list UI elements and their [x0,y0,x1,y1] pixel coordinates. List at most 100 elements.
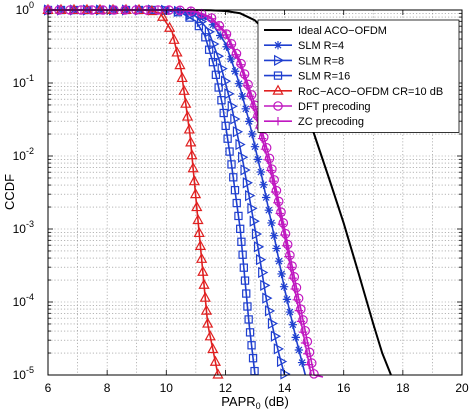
marker-circle [309,369,319,379]
marker-circle [264,153,275,164]
marker-plus [197,10,206,19]
y-tick-label: 10-2 [13,146,34,163]
marker-circle [304,347,315,358]
y-tick-base: 10 [13,222,27,236]
marker-circle [296,304,306,314]
marker-plus [263,155,272,164]
marker-triangle-up [212,368,224,379]
marker-square [201,33,210,42]
marker-triangle-right [260,279,271,291]
marker-star [272,244,281,253]
y-tick-exponent: 0 [29,0,34,10]
marker-square [248,354,258,363]
marker-square [217,96,226,105]
x-tick-labels: 6 8 10 12 14 16 18 20 [45,381,469,395]
legend-entry: ZC precoding [264,116,364,128]
marker-circle [302,336,313,347]
marker-triangle-right [270,330,282,342]
marker-square [219,108,228,118]
y-tick-label: 10-3 [13,219,34,236]
marker-triangle-right [227,100,238,112]
marker-triangle-up [180,97,192,108]
marker-plus [268,177,277,186]
legend-entry: SLM R=8 [264,54,344,67]
marker-square [230,186,240,195]
marker-square [204,45,214,54]
marker-square [225,147,234,156]
marker-star [277,269,286,279]
marker-square [214,83,223,92]
marker-circle [261,142,272,153]
marker-star [294,345,304,355]
marker-triangle-right [204,26,216,38]
marker-square [245,328,255,337]
marker-plus [302,349,312,359]
marker-triangle-right [230,113,241,125]
marker-star [222,42,231,51]
marker-triangle-right [224,88,235,100]
marker-square [243,302,252,311]
marker-triangle-up [168,33,180,44]
y-tick-exponent: -3 [26,219,34,229]
marker-triangle-up [191,200,203,212]
marker-square [221,121,230,131]
legend-label: SLM R=16 [298,71,350,83]
x-tick-label: 10 [160,381,174,395]
marker-triangle-right [264,305,276,317]
legend-label: DFT precoding [298,101,371,113]
x-tick-label: 12 [219,381,233,395]
marker-star [250,142,260,151]
marker-plus [286,263,295,272]
marker-plus [304,360,314,369]
marker-star [247,129,257,139]
marker-triangle-up [194,239,207,250]
marker-star [253,155,263,164]
x-axis-label: PAPR0 (dB) [221,394,289,411]
y-tick-label: 10-5 [13,365,34,382]
y-tick-label: 10-4 [13,292,34,309]
marker-plus [298,328,308,337]
marker-plus [214,22,224,31]
legend-entry: RoC−ACO−OFDM CR=10 dB [264,84,443,98]
marker-star [267,218,276,228]
marker-plus [236,60,245,69]
marker-star [198,12,208,22]
marker-triangle-up [157,10,169,21]
y-tick-base: 10 [13,76,27,90]
marker-star [274,256,284,266]
y-tick-label: 10-1 [13,73,34,90]
marker-triangle-right [238,151,249,163]
marker-triangle-up [192,213,204,225]
legend-entry: Ideal ACO−OFDM [264,25,387,37]
marker-triangle-right [258,266,269,279]
marker-triangle-up [199,291,211,302]
y-tick-base: 10 [16,3,30,17]
marker-triangle-right [242,177,253,189]
tick-marks [47,10,463,376]
marker-square [273,71,283,80]
marker-triangle-up [272,84,284,95]
marker-triangle-up [200,304,213,315]
x-axis-label-main: PAPR [221,394,255,409]
marker-circle [298,315,308,325]
marker-square [237,237,246,246]
x-tick-label: 6 [45,381,52,395]
marker-star [269,231,279,240]
marker-star [216,31,225,40]
y-tick-label: 100 [16,0,34,17]
marker-star [230,67,240,76]
marker-triangle-up [181,110,194,121]
marker-triangle-up [186,149,198,160]
marker-plus [207,14,216,23]
marker-triangle-up [183,123,195,134]
marker-triangle-up [189,187,202,199]
marker-triangle-up [171,46,183,57]
marker-triangle-right [235,138,246,151]
marker-triangle-up [187,162,199,173]
marker-plus [288,273,297,283]
marker-plus [260,144,270,154]
marker-triangle-right [253,241,265,253]
legend-label: ZC precoding [298,116,364,128]
marker-star [244,117,254,126]
